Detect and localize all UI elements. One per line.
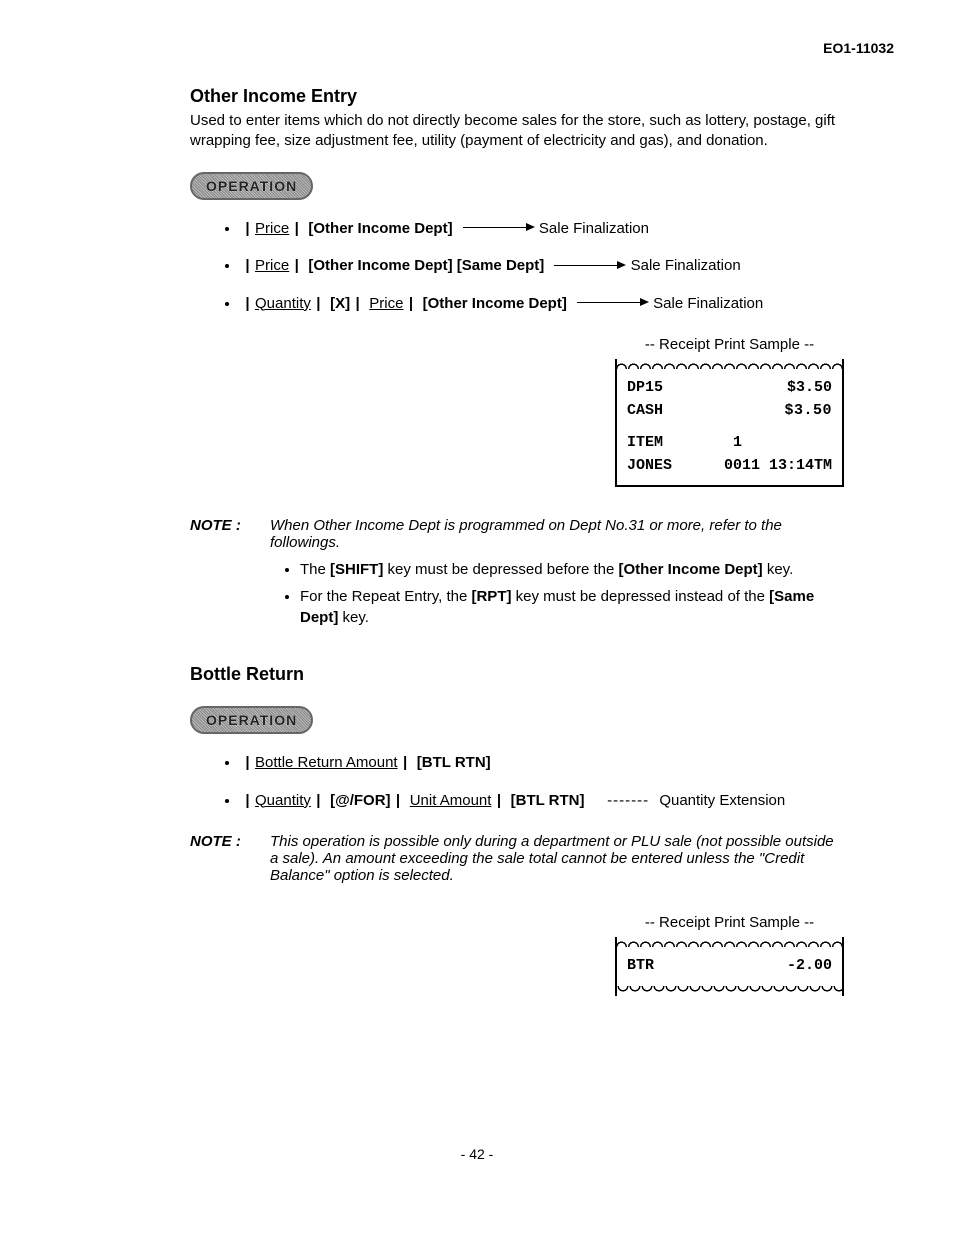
receipt-value: 0011 13:14TM bbox=[724, 455, 832, 478]
sale-finalization-label: Sale Finalization bbox=[653, 295, 763, 312]
receipt-tear-bottom bbox=[615, 986, 844, 996]
dash-separator: ------- bbox=[607, 792, 649, 809]
price-field: Price bbox=[255, 220, 289, 237]
note-body: This operation is possible only during a… bbox=[270, 833, 844, 884]
operation-item: |Bottle Return Amount| [BTL RTN] bbox=[240, 752, 844, 776]
arrow-icon bbox=[554, 265, 624, 266]
receipt-tear-top bbox=[615, 937, 844, 947]
receipt-sample: -- Receipt Print Sample -- DP15 $3.50 CAS… bbox=[615, 336, 844, 487]
note-list: The [SHIFT] key must be depressed before… bbox=[300, 559, 844, 628]
other-income-dept-key: [Other Income Dept] bbox=[423, 295, 567, 312]
sale-finalization-label: Sale Finalization bbox=[539, 220, 649, 237]
section-title-bottle-return: Bottle Return bbox=[190, 664, 844, 685]
price-field: Price bbox=[369, 295, 403, 312]
receipt-sample: -- Receipt Print Sample -- BTR -2.00 bbox=[615, 914, 844, 996]
note-block: NOTE : This operation is possible only d… bbox=[190, 833, 844, 884]
quantity-field: Quantity bbox=[255, 792, 311, 809]
sale-finalization-label: Sale Finalization bbox=[631, 257, 741, 274]
page-content: Other Income Entry Used to enter items w… bbox=[190, 86, 844, 1016]
receipt-tear-top bbox=[615, 359, 844, 369]
note-label: NOTE : bbox=[190, 517, 270, 634]
receipt-body: BTR -2.00 bbox=[615, 947, 844, 986]
operation-list: |Bottle Return Amount| [BTL RTN] |Quanti… bbox=[240, 752, 844, 813]
note-item: The [SHIFT] key must be depressed before… bbox=[300, 559, 844, 580]
section-title-other-income: Other Income Entry bbox=[190, 86, 844, 107]
price-field: Price bbox=[255, 257, 289, 274]
at-for-key: [@/FOR] bbox=[330, 792, 390, 809]
btl-rtn-key: [BTL RTN] bbox=[417, 754, 491, 771]
document-id: EO1-11032 bbox=[60, 40, 894, 56]
operation-item: |Price| [Other Income Dept] Sale Finaliz… bbox=[240, 218, 844, 242]
receipt-line: CASH bbox=[627, 400, 663, 423]
receipt-line: JONES bbox=[627, 455, 672, 478]
x-key: [X] bbox=[330, 295, 350, 312]
bottle-return-amount-field: Bottle Return Amount bbox=[255, 754, 398, 771]
receipt-title: -- Receipt Print Sample -- bbox=[615, 336, 844, 353]
note-intro: When Other Income Dept is programmed on … bbox=[270, 517, 844, 551]
receipt-title: -- Receipt Print Sample -- bbox=[615, 914, 844, 931]
receipt-body: DP15 $3.50 CASH $3.50 ITEM 1 JONES 0011 13:1… bbox=[615, 369, 844, 487]
operation-item: |Quantity| [@/FOR]| Unit Amount| [BTL RT… bbox=[240, 790, 844, 814]
section-desc-other-income: Used to enter items which do not directl… bbox=[190, 111, 844, 152]
quantity-field: Quantity bbox=[255, 295, 311, 312]
arrow-icon bbox=[577, 302, 647, 303]
receipt-line: BTR bbox=[627, 955, 654, 978]
receipt-value: -2.00 bbox=[787, 955, 832, 978]
arrow-icon bbox=[463, 227, 533, 228]
note-block: NOTE : When Other Income Dept is program… bbox=[190, 517, 844, 634]
receipt-value: $3.50 bbox=[784, 400, 832, 423]
operation-item: |Quantity| [X]| Price| [Other Income Dep… bbox=[240, 293, 844, 317]
note-label: NOTE : bbox=[190, 833, 270, 884]
operation-item: |Price| [Other Income Dept] [Same Dept] … bbox=[240, 255, 844, 279]
unit-amount-field: Unit Amount bbox=[410, 792, 492, 809]
receipt-line: DP15 bbox=[627, 377, 663, 400]
note-body: When Other Income Dept is programmed on … bbox=[270, 517, 844, 634]
other-income-dept-key: [Other Income Dept] bbox=[308, 220, 452, 237]
operation-badge: OPERATION bbox=[190, 172, 313, 200]
operation-badge: OPERATION bbox=[190, 706, 313, 734]
note-item: For the Repeat Entry, the [RPT] key must… bbox=[300, 586, 844, 628]
note-text: This operation is possible only during a… bbox=[270, 833, 844, 884]
receipt-value: 1 bbox=[733, 432, 742, 455]
btl-rtn-key: [BTL RTN] bbox=[511, 792, 585, 809]
receipt-value: $3.50 bbox=[787, 377, 832, 400]
receipt-line: ITEM bbox=[627, 432, 663, 455]
other-income-dept-key: [Other Income Dept] bbox=[308, 257, 452, 274]
quantity-extension-label: Quantity Extension bbox=[659, 792, 785, 809]
operation-list: |Price| [Other Income Dept] Sale Finaliz… bbox=[240, 218, 844, 317]
same-dept-key: [Same Dept] bbox=[457, 257, 545, 274]
page-number: - 42 - bbox=[60, 1146, 894, 1162]
